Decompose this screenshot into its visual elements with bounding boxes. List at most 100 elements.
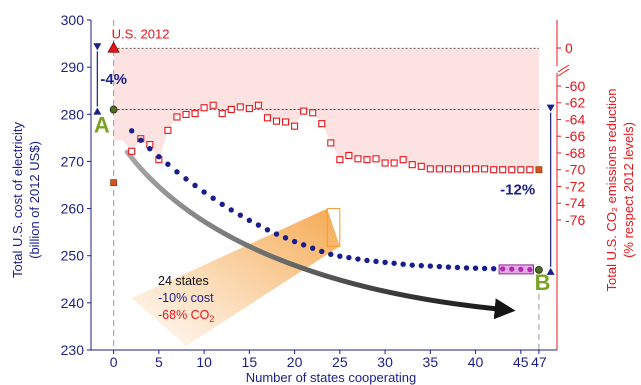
cost-point [282, 235, 289, 241]
axis-break-mark [557, 64, 570, 73]
co2-point [281, 118, 290, 126]
co2-point [318, 120, 326, 128]
co2-point [408, 161, 416, 169]
point-b-marker [535, 265, 543, 274]
cost-point [454, 264, 461, 271]
co2-point [309, 109, 317, 117]
bracket-arrow-bottom [93, 107, 102, 115]
cost-point [427, 263, 434, 269]
co2-point [399, 156, 407, 164]
left-tick-label: 250 [61, 248, 85, 264]
cost-point [129, 128, 135, 134]
right-tick-label: -68 [565, 145, 585, 161]
co2-point [209, 101, 217, 109]
cost-point [174, 169, 180, 175]
annotation-cost: -10% cost [158, 291, 214, 305]
right-tick-label: -72 [565, 178, 585, 194]
cost-point [328, 251, 334, 257]
cost-point [165, 161, 171, 167]
co2-point [453, 165, 462, 173]
left-tick-label: 240 [61, 295, 85, 311]
cost-point [309, 245, 316, 251]
cost-point [436, 263, 443, 270]
co2-point [363, 156, 371, 164]
highlight-box [326, 208, 341, 247]
cost-point [264, 227, 271, 233]
cost-series [129, 128, 497, 272]
co2-marker-start [110, 179, 118, 187]
cost-point [400, 261, 406, 267]
left-tick-label: 260 [61, 201, 85, 217]
annotation-co2-prefix: -68% CO [158, 308, 210, 322]
cost-point-final [518, 266, 524, 272]
co2-point [345, 151, 353, 160]
cost-point [373, 258, 379, 265]
co2-point [128, 147, 136, 155]
cost-point-final [527, 267, 533, 273]
cost-point [237, 212, 244, 218]
co2-point [254, 101, 262, 109]
right-tick-label: -62 [565, 95, 585, 111]
co2-point [200, 104, 208, 112]
co2-point [526, 166, 534, 174]
bracket-arrow-bottom [546, 267, 555, 275]
co2-point [191, 110, 199, 118]
cost-point [192, 182, 198, 189]
right-tick-label: 0 [565, 40, 573, 56]
left-tick-label: 280 [61, 106, 85, 122]
cost-point [337, 253, 343, 259]
cost-point [147, 146, 153, 152]
co2-series [128, 101, 534, 174]
x-tick-label: 15 [242, 354, 258, 370]
left-axis-title-line1: Total U.S. cost of electricity [10, 121, 25, 278]
x-tick-label: 0 [110, 354, 118, 370]
co2-point [426, 165, 434, 173]
left-tick-label: 300 [61, 12, 85, 28]
left-axis-ticks: 230 240 250 260 270 280 290 300 [61, 12, 91, 358]
co2-marker-end [535, 166, 543, 174]
co2-point [164, 126, 172, 134]
co2-point [499, 166, 507, 174]
right-tick-label: -76 [565, 212, 585, 228]
bracket-minus4 [93, 43, 102, 115]
cost-point-final [509, 266, 515, 272]
annotation-co2: -68% CO2 [158, 308, 214, 324]
cost-point [291, 238, 298, 245]
co2-point [173, 113, 181, 121]
cost-point [463, 265, 470, 271]
co2-point [372, 155, 380, 163]
co2-point [508, 166, 516, 174]
co2-range-band [113, 48, 539, 170]
right-axis-ticks: 0 -60-62-64-66-68-70-72-74-76 [557, 40, 585, 228]
cost-point-final [500, 266, 506, 272]
x-axis-title: Number of states cooperating [246, 370, 417, 385]
x-tick-label: 45 [513, 354, 529, 370]
bracket-minus4-label: -4% [100, 71, 127, 88]
point-b-label: B [535, 270, 551, 295]
cost-point [228, 207, 234, 213]
axis-break-gap [555, 66, 575, 73]
co2-point [517, 166, 525, 174]
cost-point [210, 195, 216, 201]
cost-point [481, 265, 488, 272]
co2-point [218, 110, 226, 118]
final-points-dots [500, 266, 533, 273]
left-axis-title-line2: (billion of 2012 US$) [27, 141, 42, 259]
x-tick-label: 40 [468, 354, 484, 370]
cost-point [364, 257, 370, 264]
x-tick-label: 10 [196, 354, 212, 370]
left-tick-label: 270 [61, 153, 85, 169]
cost-point [445, 264, 452, 270]
us2012-marker [107, 41, 120, 53]
bracket-minus12-label: -12% [500, 182, 535, 199]
cost-point [319, 248, 325, 255]
x-tick-label: 25 [332, 354, 348, 370]
x-tick-label: 35 [423, 354, 439, 370]
cost-point [138, 137, 144, 143]
co2-point [182, 110, 190, 119]
bracket-arrow-top [546, 104, 555, 112]
cost-point [156, 154, 162, 160]
cost-point [418, 262, 424, 269]
right-axis-break [555, 64, 575, 77]
